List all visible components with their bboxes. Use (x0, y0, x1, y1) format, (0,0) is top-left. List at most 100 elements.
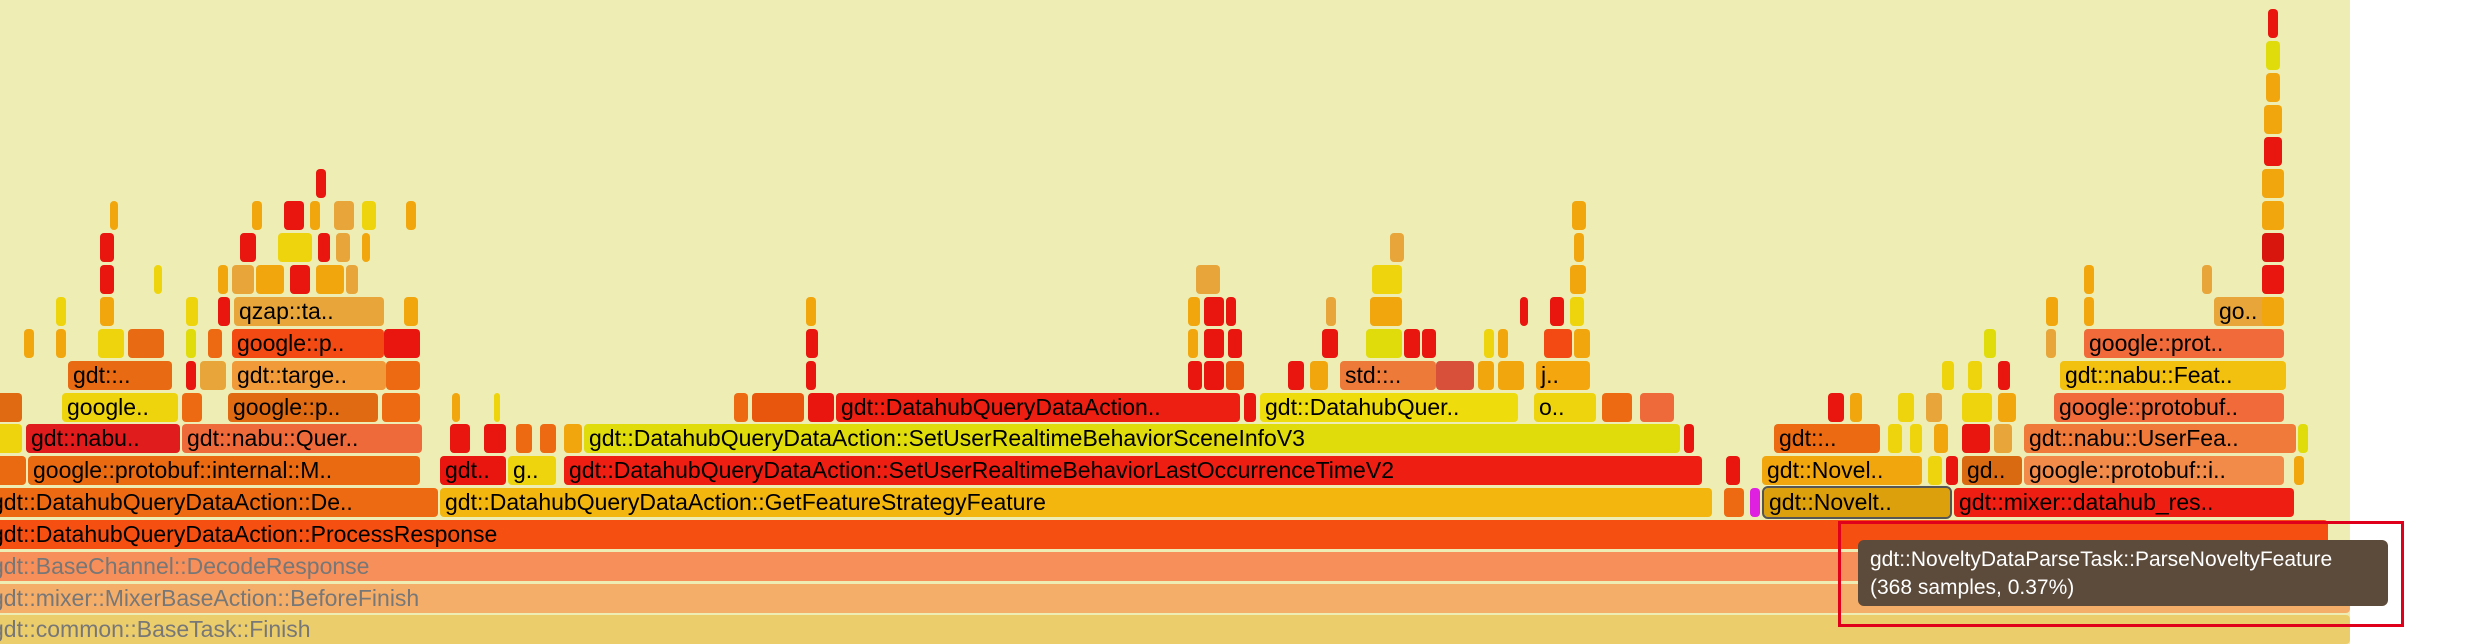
frame-small-l[interactable] (540, 424, 556, 453)
frame-mixer-before-finish[interactable]: gdt::mixer::MixerBaseAction::BeforeFinis… (0, 584, 2350, 613)
frame-small-bu[interactable] (2046, 329, 2056, 358)
frame-small-cd[interactable] (1226, 297, 1236, 326)
frame-small-cn[interactable] (154, 265, 162, 294)
frame-small-bw[interactable] (100, 297, 114, 326)
frame-small-q[interactable] (1934, 424, 1948, 453)
frame-small-t[interactable] (2298, 424, 2308, 453)
frame-small-cw[interactable] (1570, 265, 1586, 294)
frame-small-by[interactable] (218, 297, 230, 326)
frame-small-am[interactable] (200, 361, 226, 390)
frame-small-av[interactable] (1478, 361, 1494, 390)
frame-small-du[interactable] (2264, 137, 2282, 166)
frame-small-co[interactable] (218, 265, 228, 294)
frame-small-dp[interactable] (406, 201, 416, 230)
frame-small-cv[interactable] (1372, 265, 1402, 294)
frame-gdt-dots-3[interactable]: gdt::.. (68, 361, 172, 390)
frame-small-y[interactable] (494, 393, 500, 422)
frame-small-cx[interactable] (2084, 265, 2094, 294)
frame-datahub-de[interactable]: gdt::DatahubQueryDataAction::De.. (0, 488, 438, 517)
frame-small-bp[interactable] (1484, 329, 1494, 358)
frame-small-dt[interactable] (2262, 169, 2284, 198)
frame-small-dw[interactable] (2266, 73, 2280, 102)
frame-small-dh[interactable] (1574, 233, 1584, 262)
frame-go[interactable]: go.. (2214, 297, 2276, 326)
frame-datahub-action-2[interactable]: gdt::DatahubQueryDataAction.. (836, 393, 1240, 422)
frame-small-br[interactable] (1544, 329, 1572, 358)
frame-small-e[interactable] (1928, 456, 1942, 485)
frame-small-cf[interactable] (1370, 297, 1402, 326)
frame-small-ad[interactable] (1602, 393, 1632, 422)
frame-small-i[interactable] (450, 424, 470, 453)
frame-small-dj[interactable] (110, 201, 118, 230)
frame-small-ca[interactable] (806, 297, 816, 326)
frame-small-ck[interactable] (2084, 297, 2094, 326)
frame-google-p-2[interactable]: google::p.. (232, 329, 384, 358)
frame-datahub-quer[interactable]: gdt::DatahubQuer.. (1260, 393, 1518, 422)
frame-nabu-feat[interactable]: gdt::nabu::Feat.. (2060, 361, 2286, 390)
frame-small-v[interactable] (182, 393, 202, 422)
frame-small-bi[interactable] (1188, 329, 1198, 358)
frame-google-prot[interactable]: google::prot.. (2084, 329, 2284, 358)
frame-small-be[interactable] (186, 329, 196, 358)
frame-google-1[interactable]: google.. (62, 393, 178, 422)
frame-small-o[interactable] (1888, 424, 1902, 453)
frame-small-bf[interactable] (208, 329, 222, 358)
frame-small-cl[interactable] (2262, 297, 2284, 326)
frame-small-ao[interactable] (806, 361, 816, 390)
frame-small-aj[interactable] (1962, 393, 1992, 422)
frame-small-ba[interactable] (24, 329, 34, 358)
frame-base-task-finish[interactable]: gdt::common::BaseTask::Finish (0, 615, 2350, 644)
frame-small-cy[interactable] (2202, 265, 2212, 294)
frame-small-h[interactable] (0, 424, 22, 453)
frame-small-al[interactable] (186, 361, 196, 390)
frame-small-bc[interactable] (98, 329, 124, 358)
frame-small-de[interactable] (336, 233, 350, 262)
frame-small-bm[interactable] (1366, 329, 1402, 358)
frame-small-dl[interactable] (284, 201, 304, 230)
frame-small-af[interactable] (1828, 393, 1844, 422)
frame-small-p[interactable] (1910, 424, 1922, 453)
frame-small-ag[interactable] (1850, 393, 1862, 422)
frame-small-bh[interactable] (806, 329, 818, 358)
frame-small-cb[interactable] (1188, 297, 1200, 326)
frame-small-dg[interactable] (1390, 233, 1404, 262)
frame-small-bq[interactable] (1498, 329, 1508, 358)
frame-small-db[interactable] (240, 233, 256, 262)
frame-small-aq[interactable] (1204, 361, 1224, 390)
frame-small-bx[interactable] (186, 297, 198, 326)
frame-small-x[interactable] (452, 393, 460, 422)
frame-small-bs[interactable] (1574, 329, 1590, 358)
frame-small-cr[interactable] (290, 265, 310, 294)
frame-small-cg[interactable] (1520, 297, 1528, 326)
frame-small-bk[interactable] (1228, 329, 1242, 358)
frame-small-cq[interactable] (256, 265, 284, 294)
frame-small-ac[interactable] (1244, 393, 1256, 422)
frame-gdt-dots-2[interactable]: gdt::.. (1774, 424, 1880, 453)
frame-small-ak[interactable] (1998, 393, 2016, 422)
frame-small-w[interactable] (382, 393, 420, 422)
frame-small-d[interactable] (1726, 456, 1740, 485)
frame-o[interactable]: o.. (1534, 393, 1596, 422)
frame-protobuf-internal[interactable]: google::protobuf::internal::M.. (28, 456, 420, 485)
frame-small-aw[interactable] (1498, 361, 1524, 390)
frame-small-do[interactable] (362, 201, 376, 230)
frame-j[interactable]: j.. (1536, 361, 1590, 390)
frame-small-ci[interactable] (1570, 297, 1584, 326)
frame-small-cz[interactable] (2262, 265, 2284, 294)
frame-small-at[interactable] (1310, 361, 1328, 390)
frame-small-bo[interactable] (1422, 329, 1436, 358)
frame-small-f[interactable] (1946, 456, 1958, 485)
frame-small-dn[interactable] (334, 201, 354, 230)
frame-small-bt[interactable] (1984, 329, 1996, 358)
frame-nabu-quer[interactable]: gdt::nabu::Quer.. (182, 424, 422, 453)
frame-small-az[interactable] (1998, 361, 2010, 390)
frame-small-bj[interactable] (1204, 329, 1224, 358)
frame-small-cc[interactable] (1204, 297, 1224, 326)
frame-google-p-1[interactable]: google::p.. (228, 393, 378, 422)
frame-small-ab[interactable] (808, 393, 834, 422)
frame-small-bn[interactable] (1404, 329, 1420, 358)
frame-scene-info[interactable]: gdt::DatahubQueryDataAction::SetUserReal… (584, 424, 1680, 453)
frame-google-protobuf[interactable]: google::protobuf.. (2054, 393, 2284, 422)
frame-small-cu[interactable] (1196, 265, 1220, 294)
frame-g-short[interactable]: g.. (508, 456, 556, 485)
